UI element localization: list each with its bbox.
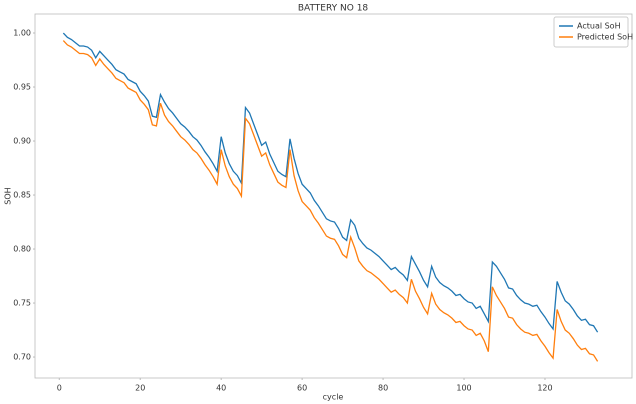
y-tick-label: 0.85	[13, 191, 31, 200]
y-axis-label: SOH	[4, 187, 13, 204]
x-tick-label: 40	[216, 384, 226, 393]
series-line	[62, 40, 599, 362]
x-tick-label: 80	[378, 384, 388, 393]
y-tick-label: 1.00	[13, 29, 31, 38]
y-tick-label: 0.80	[13, 245, 31, 254]
y-tick-label: 0.70	[13, 353, 31, 362]
plot-frame	[34, 13, 633, 379]
x-tick-label: 0	[57, 384, 62, 393]
x-tick-label: 100	[456, 384, 471, 393]
x-tick-label: 120	[537, 384, 552, 393]
legend-label: Actual SoH	[577, 22, 621, 31]
x-axis-label: cycle	[323, 393, 344, 402]
x-tick-label: 60	[297, 384, 307, 393]
y-tick-label: 0.95	[13, 83, 31, 92]
legend: Actual SoH Predicted SoH	[553, 16, 633, 48]
y-tick-label: 0.75	[13, 299, 31, 308]
legend-box	[553, 16, 629, 48]
series-line	[62, 32, 599, 333]
legend-label: Predicted SoH	[577, 33, 633, 42]
y-tick-label: 0.90	[13, 137, 31, 146]
x-tick-label: 20	[135, 384, 145, 393]
chart-title: BATTERY NO 18	[298, 4, 369, 14]
